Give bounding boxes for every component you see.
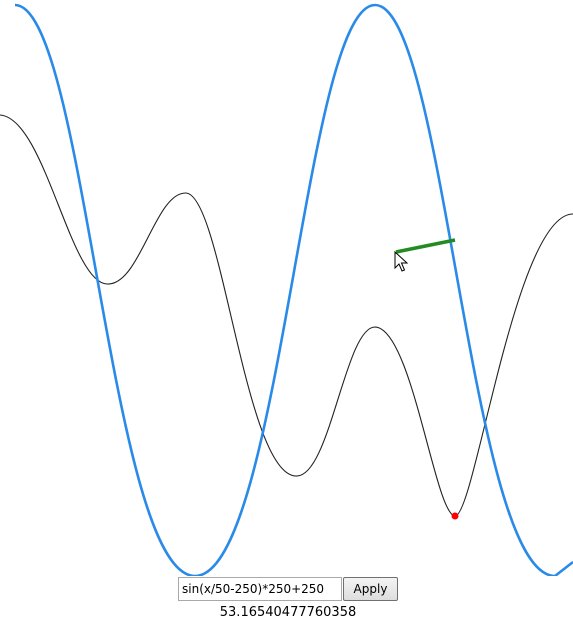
- function-expression-input[interactable]: [178, 577, 342, 601]
- function-controls: Apply: [178, 577, 398, 603]
- result-value: 53.16540477760358: [219, 605, 357, 620]
- secondary-curve: [0, 114, 573, 517]
- curve-point-marker: [451, 512, 459, 520]
- function-plot[interactable]: [0, 0, 573, 576]
- tangent-segment: [395, 238, 456, 254]
- apply-button[interactable]: Apply: [343, 577, 398, 601]
- mouse-pointer-icon: [394, 250, 409, 278]
- function-curve: [14, 3, 573, 576]
